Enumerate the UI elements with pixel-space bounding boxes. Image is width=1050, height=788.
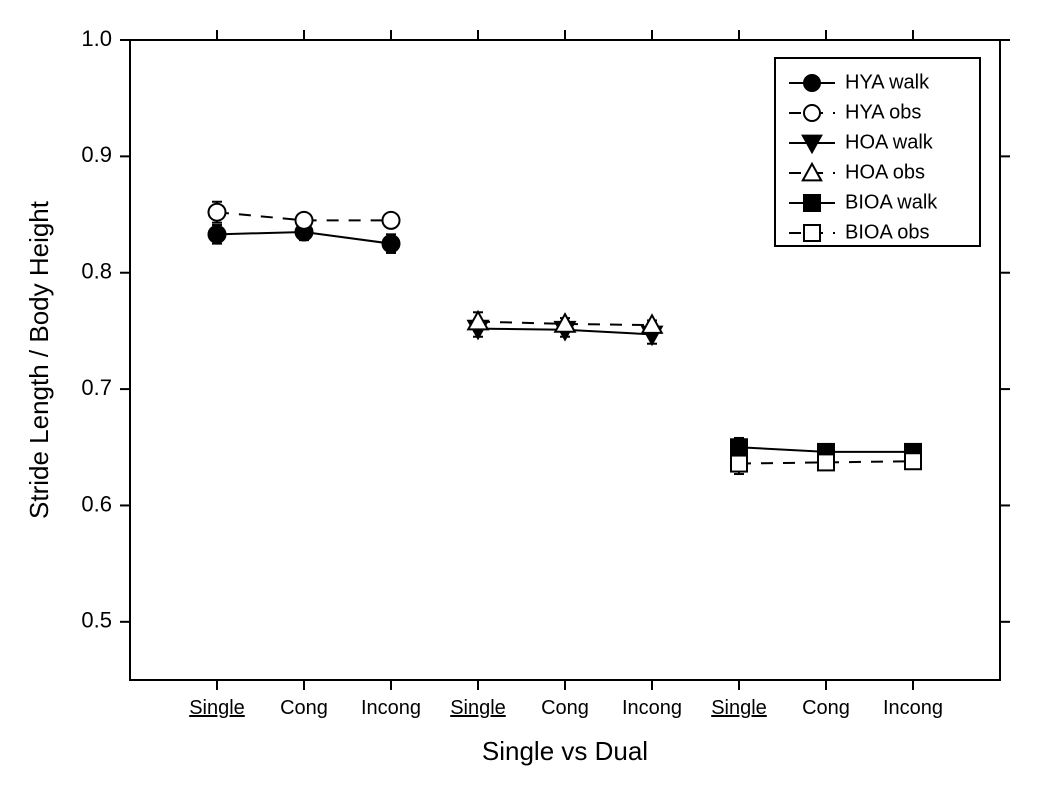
y-tick-label: 0.7	[81, 375, 112, 400]
x-tick-label: Incong	[883, 697, 943, 719]
x-tick-label: Single	[711, 697, 767, 719]
series-marker-bioa_obs	[731, 456, 747, 472]
series-marker-bioa_obs	[905, 453, 921, 469]
x-tick-label: Incong	[361, 697, 421, 719]
series-marker-hya_obs	[383, 212, 400, 229]
y-tick-label: 0.5	[81, 608, 112, 633]
legend-label: HOA walk	[845, 131, 934, 153]
legend-label: BIOA walk	[845, 191, 938, 213]
y-tick-label: 0.9	[81, 142, 112, 167]
chart-svg: 0.5 0.6 0.7 0.8 0.9 1.0 Single Cong Incong Single…	[0, 0, 1050, 788]
y-tick-label: 0.6	[81, 491, 112, 516]
legend-label: HYA walk	[845, 71, 930, 93]
y-tick-label: 0.8	[81, 259, 112, 284]
legend-label: HOA obs	[845, 161, 925, 183]
legend-label: BIOA obs	[845, 221, 930, 243]
chart-container: 0.5 0.6 0.7 0.8 0.9 1.0 Single Cong Incong Single…	[0, 0, 1050, 788]
legend-sample-marker	[804, 75, 820, 91]
series-marker-hya_walk	[209, 226, 226, 243]
series-marker-hya_obs	[209, 204, 226, 221]
x-tick-label: Cong	[541, 697, 589, 719]
x-tick-label: Single	[189, 697, 245, 719]
y-axis-title: Stride Length / Body Height	[24, 200, 54, 519]
legend-label: HYA obs	[845, 101, 921, 123]
legend-sample-marker	[804, 195, 820, 211]
series-marker-hya_walk	[383, 235, 400, 252]
series-marker-bioa_obs	[818, 454, 834, 470]
legend-sample-marker	[804, 225, 820, 241]
y-tick-label: 1.0	[81, 26, 112, 51]
legend-sample-marker	[804, 105, 820, 121]
x-tick-label: Cong	[280, 697, 328, 719]
series-marker-bioa_walk	[731, 439, 747, 455]
x-axis-title: Single vs Dual	[482, 736, 648, 766]
series-marker-hya_obs	[296, 212, 313, 229]
x-tick-label: Cong	[802, 697, 850, 719]
x-tick-label: Incong	[622, 697, 682, 719]
x-tick-label: Single	[450, 697, 506, 719]
